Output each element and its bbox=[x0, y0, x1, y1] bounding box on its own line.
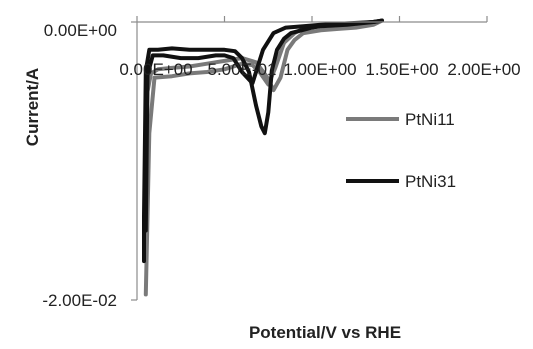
series-layer bbox=[142, 18, 384, 297]
y-tick-label: -2.00E-02 bbox=[42, 291, 117, 310]
x-axis-title: Potential/V vs RHE bbox=[249, 323, 401, 342]
x-tick-labels: 0.00E+00 5.00E-01 1.00E+00 1.50E+00 2.00… bbox=[119, 60, 520, 79]
legend: PtNi11 PtNi31 bbox=[346, 110, 456, 191]
y-tick-labels: 0.00E+00 -2.00E-02 bbox=[42, 21, 117, 310]
y-axis-title: Current/A bbox=[23, 68, 42, 146]
x-tick-label: 1.00E+00 bbox=[283, 60, 356, 79]
legend-label-ptni31: PtNi31 bbox=[405, 172, 456, 191]
legend-label-ptni11: PtNi11 bbox=[405, 110, 455, 129]
y-tick-label: 0.00E+00 bbox=[44, 21, 117, 40]
series-line-ptni31-1 bbox=[143, 18, 384, 233]
x-tick-label: 0.00E+00 bbox=[119, 60, 192, 79]
axes-layer bbox=[131, 16, 488, 301]
x-tick-label: 5.00E-01 bbox=[208, 60, 277, 79]
x-tick-label: 1.50E+00 bbox=[365, 60, 438, 79]
series-line-ptni31-0 bbox=[142, 18, 384, 264]
series-line-ptni11-0 bbox=[143, 18, 384, 240]
x-tick-label: 2.00E+00 bbox=[447, 60, 520, 79]
